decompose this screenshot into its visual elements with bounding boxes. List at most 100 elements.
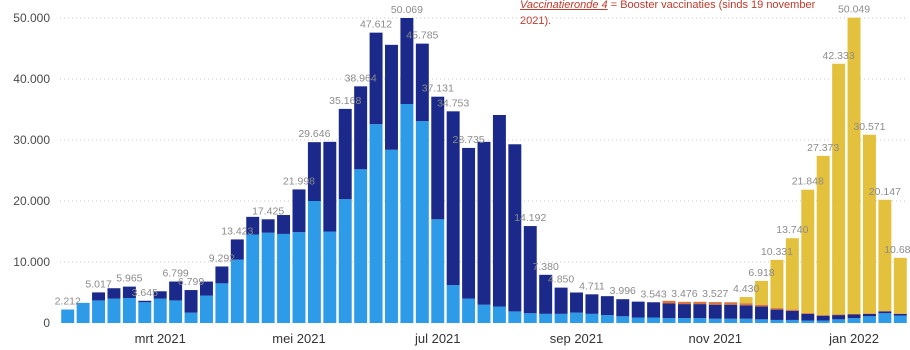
data-label: 9.292 [209,252,235,264]
bar-segment-dark-blue [724,304,738,319]
data-label: 37.131 [422,83,454,95]
bar-segment-dark-blue [354,86,368,170]
bar-segment-dark-blue [708,304,722,319]
bar-segment-light-blue [323,231,337,323]
x-tick-label: jul 2021 [414,331,461,346]
data-label: 2.212 [55,296,81,308]
bar-segment-dark-blue [600,296,614,316]
bar-segment-light-blue [523,313,537,323]
bar-segment-dark-blue [122,286,136,298]
bar-segment-light-blue [539,313,553,323]
data-label: 29.646 [298,128,330,140]
bar-segment-dark-blue [292,189,306,233]
bar-segment-light-blue [292,232,306,323]
bar-segment-dark-blue [153,291,167,299]
y-tick-label: 50.000 [13,11,50,25]
bar-segment-light-blue [400,104,414,323]
bar-segment-dark-blue [878,311,892,314]
chart-annotation: Vaccinatieronde 4 = Booster vaccinaties … [520,0,820,29]
bar-segment-light-blue [739,318,753,323]
bar-segment-dark-blue [246,216,260,235]
bar-segment-dark-blue [570,292,583,313]
bar-segment-dark-blue [862,313,876,317]
bar-segment-light-blue [893,315,907,323]
bar-segment-orange [770,308,784,310]
bar-segment-dark-blue [816,315,830,321]
bar-segment-dark-blue [415,43,429,122]
bar-segment-dark-blue [169,281,183,301]
bar-segment-dark-blue [277,215,291,234]
data-label: 13.423 [221,225,253,237]
bar-segment-light-blue [92,300,106,323]
bar-segment-light-blue [246,234,260,323]
bar-segment-gold [832,63,846,315]
bar-segment-light-blue [415,121,429,323]
data-label: 42.333 [823,50,855,62]
bar-segment-light-blue [600,315,614,323]
bar-segment-orange [832,314,846,316]
data-label: 13.740 [776,224,808,236]
data-label: 17.425 [252,205,284,217]
bar-segment-dark-blue [338,108,352,200]
bar-segment-light-blue [477,304,491,323]
annotation-underlined: Vaccinatieronde 4 [520,0,608,11]
data-label: 50.049 [838,4,870,16]
bar-segment-light-blue [153,298,167,323]
data-label: 30.571 [853,121,885,133]
bar-segment-orange [708,302,722,305]
y-tick-label: 10.000 [13,255,50,269]
bar-segment-light-blue [878,313,892,323]
bar-segment-dark-blue [755,306,768,320]
x-tick-label: sep 2021 [550,331,604,346]
y-tick-label: 20.000 [13,194,50,208]
annotation-text: = Booster vaccinaties (sinds 19 november… [520,0,816,27]
y-tick-label: 0 [43,316,50,330]
bar-segment-gold [770,259,784,309]
bar-segment-dark-blue [893,313,907,316]
data-label: 35.168 [329,95,361,107]
bar-segment-light-blue [616,316,630,323]
data-label: 28.735 [453,134,485,146]
bar-segment-light-blue [215,283,229,323]
data-label: 4.850 [548,274,574,286]
bar-segment-light-blue [570,312,583,323]
bar-segment-dark-blue [462,147,476,299]
bar-segment-dark-blue [385,44,398,150]
data-label: 4.711 [579,280,605,292]
bar-segment-gold [755,280,768,305]
bar-segment-orange [785,309,799,311]
bar-segment-gold [893,257,907,314]
bar-segment-dark-blue [770,309,784,320]
y-tick-label: 30.000 [13,133,50,147]
bar-segment-light-blue [708,318,722,323]
bar-segment-dark-blue [539,274,553,314]
bar-segment-light-blue [770,319,784,323]
bar-segment-light-blue [261,232,275,323]
bar-segment-dark-blue [107,288,121,299]
bar-segment-light-blue [677,318,691,323]
bar-segment-light-blue [230,259,244,323]
data-label: 6.799 [178,276,204,288]
bar-segment-dark-blue [785,310,799,320]
bar-segment-light-blue [647,317,661,323]
bar-segment-dark-blue [585,294,599,314]
data-label: 3.476 [671,288,697,300]
bar-segment-dark-blue [693,304,707,319]
data-label: 50.069 [391,4,423,16]
bar-segment-dark-blue [92,292,106,301]
bar-segment-dark-blue [307,142,321,201]
bar-segment-orange [801,312,815,314]
bar-segment-dark-blue [431,96,445,220]
bar-segment-light-blue [338,199,352,323]
bar-segment-light-blue [693,318,707,323]
bar-segment-light-blue [76,302,90,323]
bar-segment-gold [878,199,892,312]
bar-segment-dark-blue [677,304,691,319]
data-label: 5.965 [116,273,142,285]
bar-segment-light-blue [61,309,75,323]
bar-segment-dark-blue [801,313,815,321]
bar-segment-light-blue [801,320,815,323]
bar-segment-light-blue [724,318,738,323]
bar-segment-light-blue [862,316,876,323]
bar-segment-light-blue [354,169,368,323]
